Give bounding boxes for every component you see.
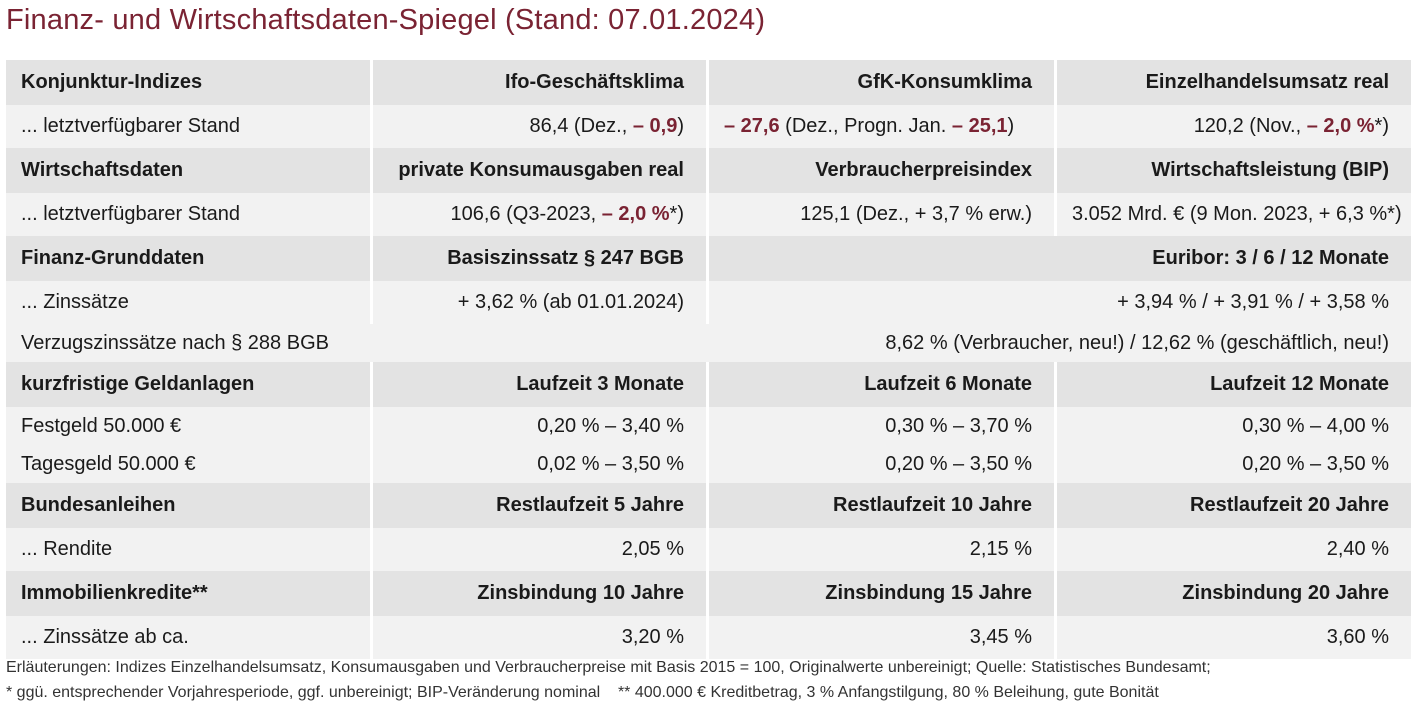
row-label: Tagesgeld 50.000 € [6, 445, 373, 483]
header-zinsbindung-10: Zinsbindung 10 Jahre [373, 571, 709, 616]
header-immobilienkredite: Immobilienkredite** [6, 571, 373, 616]
header-finanz-grunddaten: Finanz-Grunddaten [6, 236, 373, 281]
value-zins-10: 3,20 % [373, 616, 709, 659]
row-label: ... letztverfügbarer Stand [6, 105, 373, 148]
section-header-finanz: Finanz-Grunddaten Basiszinssatz § 247 BG… [6, 236, 1411, 281]
value-tagesgeld-12: 0,20 % – 3,50 % [1057, 445, 1411, 483]
value-ifo: 86,4 (Dez., – 0,9) [373, 105, 709, 148]
row-label: ... Rendite [6, 528, 373, 571]
value-rendite-20: 2,40 % [1057, 528, 1411, 571]
value-euribor: + 3,94 % / + 3,91 % / + 3,58 % [709, 281, 1411, 324]
footnotes: Erläuterungen: Indizes Einzelhandelsumsa… [6, 655, 1211, 705]
table-row: ... Zinssätze ab ca. 3,20 % 3,45 % 3,60 … [6, 616, 1411, 659]
row-label: Verzugszinssätze nach § 288 BGB [6, 324, 373, 362]
header-laufzeit-12: Laufzeit 12 Monate [1057, 362, 1411, 407]
value-tagesgeld-6: 0,20 % – 3,50 % [709, 445, 1057, 483]
table-row: ... Zinssätze + 3,62 % (ab 01.01.2024) +… [6, 281, 1411, 324]
header-verbraucherpreisindex: Verbraucherpreisindex [709, 148, 1057, 193]
header-bundesanleihen: Bundesanleihen [6, 483, 373, 528]
value-vpi: 125,1 (Dez., + 3,7 % erw.) [709, 193, 1057, 236]
header-restlaufzeit-20: Restlaufzeit 20 Jahre [1057, 483, 1411, 528]
header-konjunktur-indizes: Konjunktur-Indizes [6, 60, 373, 105]
header-ifo-geschaeftsklima: Ifo-Geschäftsklima [373, 60, 709, 105]
header-restlaufzeit-5: Restlaufzeit 5 Jahre [373, 483, 709, 528]
table-row: Tagesgeld 50.000 € 0,02 % – 3,50 % 0,20 … [6, 445, 1411, 483]
row-label: ... Zinssätze ab ca. [6, 616, 373, 659]
row-label: ... Zinssätze [6, 281, 373, 324]
header-gfk-konsumklima: GfK-Konsumklima [709, 60, 1057, 105]
finance-data-table: Konjunktur-Indizes Ifo-Geschäftsklima Gf… [6, 60, 1411, 659]
page-title: Finanz- und Wirtschaftsdaten-Spiegel (St… [6, 4, 766, 36]
header-zinsbindung-15: Zinsbindung 15 Jahre [709, 571, 1057, 616]
table-row: ... letztverfügbarer Stand 86,4 (Dez., –… [6, 105, 1411, 148]
row-label: Festgeld 50.000 € [6, 407, 373, 445]
header-laufzeit-3: Laufzeit 3 Monate [373, 362, 709, 407]
value-zins-20: 3,60 % [1057, 616, 1411, 659]
value-gfk: – 27,6 (Dez., Progn. Jan. – 25,1) [709, 105, 1057, 148]
header-geldanlagen: kurzfristige Geldanlagen [6, 362, 373, 407]
section-header-konjunktur: Konjunktur-Indizes Ifo-Geschäftsklima Gf… [6, 60, 1411, 105]
section-header-anleihen: Bundesanleihen Restlaufzeit 5 Jahre Rest… [6, 483, 1411, 528]
section-header-geldanlagen: kurzfristige Geldanlagen Laufzeit 3 Mona… [6, 362, 1411, 407]
value-bip: 3.052 Mrd. € (9 Mon. 2023, + 6,3 %*) [1057, 193, 1411, 236]
value-zins-15: 3,45 % [709, 616, 1057, 659]
header-bip: Wirtschaftsleistung (BIP) [1057, 148, 1411, 193]
header-einzelhandelsumsatz: Einzelhandelsumsatz real [1057, 60, 1411, 105]
header-euribor: Euribor: 3 / 6 / 12 Monate [709, 236, 1411, 281]
footnote-line-2: * ggü. entsprechender Vorjahresperiode, … [6, 684, 1159, 701]
value-basiszinssatz: + 3,62 % (ab 01.01.2024) [373, 281, 709, 324]
value-konsum: 106,6 (Q3-2023, – 2,0 %*) [373, 193, 709, 236]
table-row: Festgeld 50.000 € 0,20 % – 3,40 % 0,30 %… [6, 407, 1411, 445]
section-header-immobilien: Immobilienkredite** Zinsbindung 10 Jahre… [6, 571, 1411, 616]
row-label: ... letztverfügbarer Stand [6, 193, 373, 236]
value-rendite-5: 2,05 % [373, 528, 709, 571]
table-row: ... Rendite 2,05 % 2,15 % 2,40 % [6, 528, 1411, 571]
value-tagesgeld-3: 0,02 % – 3,50 % [373, 445, 709, 483]
value-einzelhandel: 120,2 (Nov., – 2,0 %*) [1057, 105, 1411, 148]
header-konsumausgaben: private Konsumausgaben real [373, 148, 709, 193]
value-festgeld-12: 0,30 % – 4,00 % [1057, 407, 1411, 445]
value-festgeld-3: 0,20 % – 3,40 % [373, 407, 709, 445]
header-laufzeit-6: Laufzeit 6 Monate [709, 362, 1057, 407]
footnote-line-1: Erläuterungen: Indizes Einzelhandelsumsa… [6, 659, 1211, 676]
table-row: Verzugszinssätze nach § 288 BGB 8,62 % (… [6, 324, 1411, 362]
value-rendite-10: 2,15 % [709, 528, 1057, 571]
header-zinsbindung-20: Zinsbindung 20 Jahre [1057, 571, 1411, 616]
section-header-wirtschaft: Wirtschaftsdaten private Konsumausgaben … [6, 148, 1411, 193]
table-row: ... letztverfügbarer Stand 106,6 (Q3-202… [6, 193, 1411, 236]
header-restlaufzeit-10: Restlaufzeit 10 Jahre [709, 483, 1057, 528]
header-wirtschaftsdaten: Wirtschaftsdaten [6, 148, 373, 193]
value-festgeld-6: 0,30 % – 3,70 % [709, 407, 1057, 445]
value-verzugszinssaetze: 8,62 % (Verbraucher, neu!) / 12,62 % (ge… [373, 324, 1411, 362]
header-basiszinssatz: Basiszinssatz § 247 BGB [373, 236, 709, 281]
